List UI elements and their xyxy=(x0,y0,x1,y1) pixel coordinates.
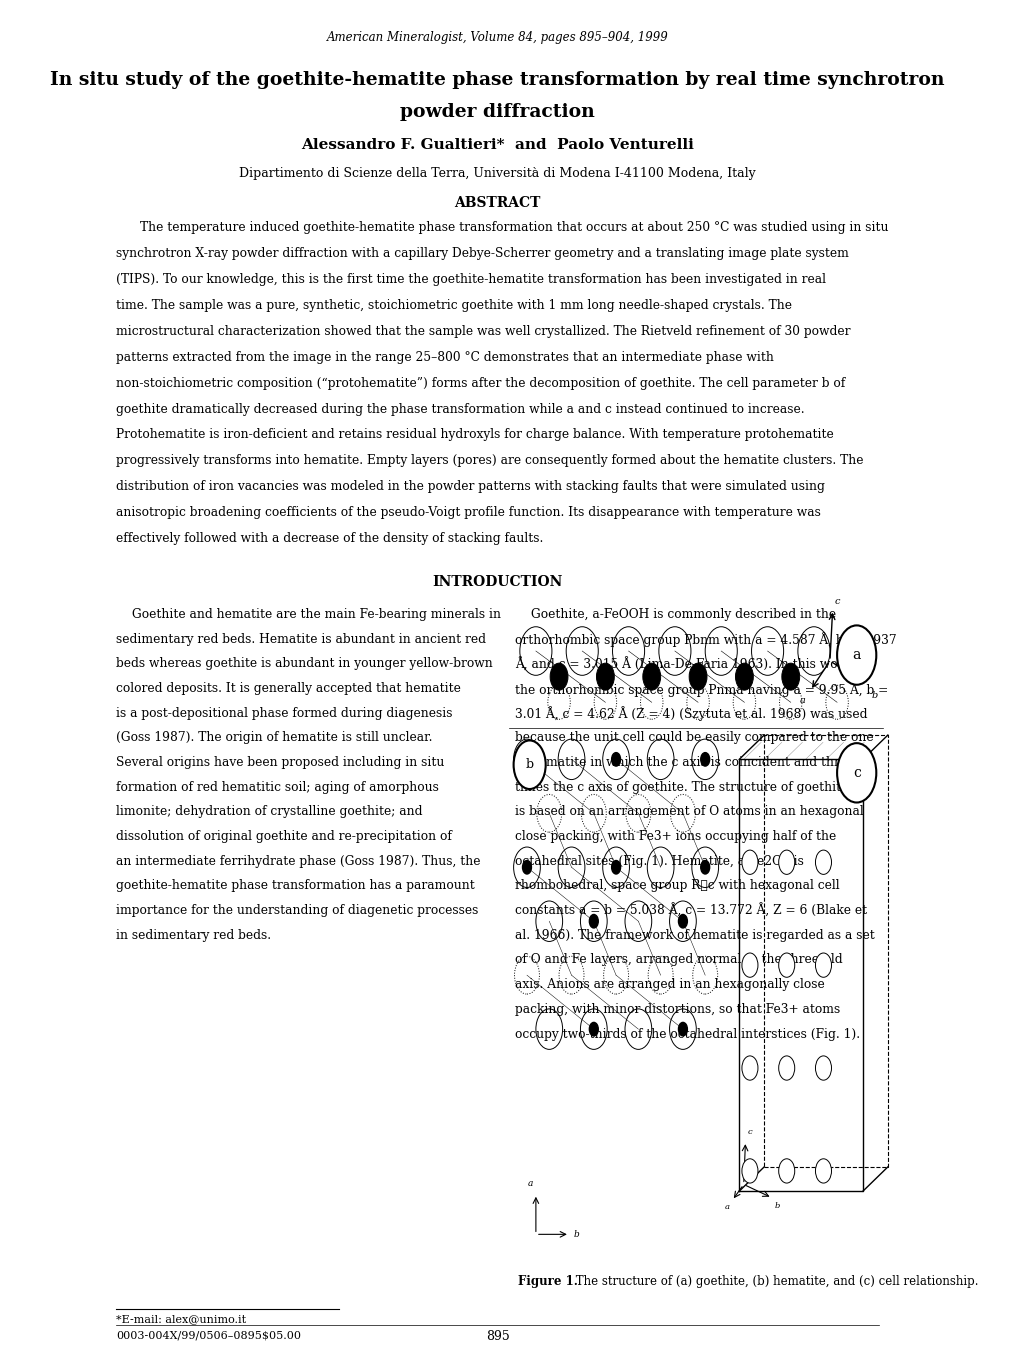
Text: of O and Fe layers, arranged normal to the threefold: of O and Fe layers, arranged normal to t… xyxy=(515,954,842,966)
Text: The temperature induced goethite-hematite phase transformation that occurs at ab: The temperature induced goethite-hematit… xyxy=(140,221,888,235)
Text: goethite dramatically decreased during the phase transformation while a and c in: goethite dramatically decreased during t… xyxy=(116,402,804,415)
Text: 0003-004X/99/0506–0895$05.00: 0003-004X/99/0506–0895$05.00 xyxy=(116,1330,301,1340)
Text: al. 1966). The framework of hematite is regarded as a set: al. 1966). The framework of hematite is … xyxy=(515,928,874,942)
Text: formation of red hematitic soil; aging of amorphous: formation of red hematitic soil; aging o… xyxy=(116,781,438,793)
Text: Figure 1.: Figure 1. xyxy=(518,1275,578,1288)
Circle shape xyxy=(642,664,660,691)
Text: beds whereas goethite is abundant in younger yellow-brown: beds whereas goethite is abundant in you… xyxy=(116,657,492,670)
Text: because the unit cell could be easily compared to the one: because the unit cell could be easily co… xyxy=(515,731,873,745)
Text: packing, with minor distortions, so that Fe3+ atoms: packing, with minor distortions, so that… xyxy=(515,1002,840,1016)
Text: Several origins have been proposed including in situ: Several origins have been proposed inclu… xyxy=(116,755,444,769)
Circle shape xyxy=(741,1056,757,1081)
Text: goethite-hematite phase transformation has a paramount: goethite-hematite phase transformation h… xyxy=(116,880,475,893)
Text: a: a xyxy=(527,1179,533,1188)
Text: (Goss 1987). The origin of hematite is still unclear.: (Goss 1987). The origin of hematite is s… xyxy=(116,731,432,745)
Text: anisotropic broadening coefficients of the pseudo-Voigt profile function. Its di: anisotropic broadening coefficients of t… xyxy=(116,506,820,519)
Text: (TIPS). To our knowledge, this is the first time the goethite-hematite transform: (TIPS). To our knowledge, this is the fi… xyxy=(116,272,825,286)
Text: Å, and c = 3.015 Å (Lima-De-Faria 1963). In this work,: Å, and c = 3.015 Å (Lima-De-Faria 1963).… xyxy=(515,657,854,672)
Text: progressively transforms into hematite. Empty layers (pores) are consequently fo: progressively transforms into hematite. … xyxy=(116,455,863,467)
Circle shape xyxy=(596,664,613,691)
Circle shape xyxy=(678,1023,687,1036)
Text: b: b xyxy=(871,691,877,700)
Circle shape xyxy=(782,664,799,691)
Text: orthorhombic space group Pbnm with a = 4.587 Å, b = 9.937: orthorhombic space group Pbnm with a = 4… xyxy=(515,633,896,648)
Circle shape xyxy=(741,850,757,874)
Text: *E-mail: alex@unimo.it: *E-mail: alex@unimo.it xyxy=(116,1314,246,1323)
Text: b: b xyxy=(525,758,533,772)
Text: is a post-depositional phase formed during diagenesis: is a post-depositional phase formed duri… xyxy=(116,707,452,719)
Text: times the c axis of goethite. The structure of goethite: times the c axis of goethite. The struct… xyxy=(515,781,848,793)
Circle shape xyxy=(814,850,830,874)
Text: In situ study of the goethite-hematite phase transformation by real time synchro: In situ study of the goethite-hematite p… xyxy=(50,71,944,89)
Text: Alessandro F. Gualtieri*  and  Paolo Venturelli: Alessandro F. Gualtieri* and Paolo Ventu… xyxy=(301,138,693,151)
Text: American Mineralogist, Volume 84, pages 895–904, 1999: American Mineralogist, Volume 84, pages … xyxy=(326,31,667,45)
Circle shape xyxy=(777,952,794,977)
Circle shape xyxy=(777,1159,794,1183)
Text: the orthorhombic space group Pnma having a = 9.95 Å, b =: the orthorhombic space group Pnma having… xyxy=(515,683,888,697)
Text: 3.01 Å, c = 4.62 Å (Z = 4) (Szytuta et al. 1968) was used: 3.01 Å, c = 4.62 Å (Z = 4) (Szytuta et a… xyxy=(515,707,867,722)
Text: INTRODUCTION: INTRODUCTION xyxy=(432,576,562,590)
Text: constants a = b = 5.038 Å, c = 13.772 Å, Z = 6 (Blake et: constants a = b = 5.038 Å, c = 13.772 Å,… xyxy=(515,904,867,919)
Circle shape xyxy=(777,850,794,874)
Text: a: a xyxy=(799,696,805,706)
Text: Goethite and hematite are the main Fe-bearing minerals in: Goethite and hematite are the main Fe-be… xyxy=(132,608,500,621)
Text: distribution of iron vacancies was modeled in the powder patterns with stacking : distribution of iron vacancies was model… xyxy=(116,480,824,494)
Circle shape xyxy=(689,664,706,691)
Circle shape xyxy=(741,952,757,977)
Text: octahedral sites (Fig. 1). Hematite, a-Fe2O3 is: octahedral sites (Fig. 1). Hematite, a-F… xyxy=(515,855,803,867)
Circle shape xyxy=(522,861,531,874)
Text: axis. Anions are arranged in an hexagonally close: axis. Anions are arranged in an hexagona… xyxy=(515,978,824,992)
Circle shape xyxy=(837,743,875,803)
Text: in sedimentary red beds.: in sedimentary red beds. xyxy=(116,928,271,942)
Circle shape xyxy=(814,1159,830,1183)
Text: importance for the understanding of diagenetic processes: importance for the understanding of diag… xyxy=(116,904,478,917)
Text: microstructural characterization showed that the sample was well crystallized. T: microstructural characterization showed … xyxy=(116,325,850,337)
Text: Goethite, a-FeOOH is commonly described in the: Goethite, a-FeOOH is commonly described … xyxy=(531,608,836,621)
Circle shape xyxy=(814,952,830,977)
Text: a: a xyxy=(723,1203,729,1211)
Text: powder diffraction: powder diffraction xyxy=(399,103,594,120)
Text: b: b xyxy=(774,1202,780,1210)
Circle shape xyxy=(678,915,687,928)
Text: Protohematite is iron-deficient and retains residual hydroxyls for charge balanc: Protohematite is iron-deficient and reta… xyxy=(116,429,834,441)
Circle shape xyxy=(589,1023,598,1036)
Text: limonite; dehydration of crystalline goethite; and: limonite; dehydration of crystalline goe… xyxy=(116,805,422,819)
Circle shape xyxy=(777,1056,794,1081)
Text: patterns extracted from the image in the range 25–800 °C demonstrates that an in: patterns extracted from the image in the… xyxy=(116,351,773,364)
Circle shape xyxy=(611,861,620,874)
Circle shape xyxy=(837,626,875,685)
Text: c: c xyxy=(747,1128,751,1136)
Circle shape xyxy=(514,741,545,789)
Text: c: c xyxy=(834,596,839,606)
Text: b: b xyxy=(573,1230,579,1238)
Text: of hematite in which the c axis is coincident and three: of hematite in which the c axis is coinc… xyxy=(515,755,854,769)
Text: colored deposits. It is generally accepted that hematite: colored deposits. It is generally accept… xyxy=(116,683,461,695)
Text: 895: 895 xyxy=(485,1330,508,1344)
Text: Dipartimento di Scienze della Terra, Università di Modena I-41100 Modena, Italy: Dipartimento di Scienze della Terra, Uni… xyxy=(239,167,755,181)
Circle shape xyxy=(589,915,598,928)
Text: rhombohedral, space group R͝c with hexagonal cell: rhombohedral, space group R͝c with hexag… xyxy=(515,880,840,893)
Text: effectively followed with a decrease of the density of stacking faults.: effectively followed with a decrease of … xyxy=(116,532,543,545)
Text: ABSTRACT: ABSTRACT xyxy=(453,196,540,209)
Text: The structure of (a) goethite, (b) hematite, and (c) cell relationship.: The structure of (a) goethite, (b) hemat… xyxy=(571,1275,977,1288)
Circle shape xyxy=(700,753,709,766)
Text: dissolution of original goethite and re-precipitation of: dissolution of original goethite and re-… xyxy=(116,830,451,843)
Text: occupy two-thirds of the octahedral interstices (Fig. 1).: occupy two-thirds of the octahedral inte… xyxy=(515,1028,860,1040)
Circle shape xyxy=(549,664,568,691)
Text: is based on an arrangement of O atoms in an hexagonal: is based on an arrangement of O atoms in… xyxy=(515,805,863,819)
Text: non-stoichiometric composition (“protohematite”) forms after the decomposition o: non-stoichiometric composition (“protohe… xyxy=(116,376,845,390)
Text: a: a xyxy=(852,648,860,662)
Circle shape xyxy=(741,1159,757,1183)
Circle shape xyxy=(814,1056,830,1081)
Text: synchrotron X-ray powder diffraction with a capillary Debye-Scherrer geometry an: synchrotron X-ray powder diffraction wit… xyxy=(116,247,848,260)
Circle shape xyxy=(522,753,531,766)
Text: an intermediate ferrihydrate phase (Goss 1987). Thus, the: an intermediate ferrihydrate phase (Goss… xyxy=(116,855,480,867)
Text: close packing, with Fe3+ ions occupying half of the: close packing, with Fe3+ ions occupying … xyxy=(515,830,836,843)
Circle shape xyxy=(735,664,753,691)
Text: sedimentary red beds. Hematite is abundant in ancient red: sedimentary red beds. Hematite is abunda… xyxy=(116,633,486,646)
Text: c: c xyxy=(852,766,860,780)
Circle shape xyxy=(700,861,709,874)
Circle shape xyxy=(611,753,620,766)
Text: time. The sample was a pure, synthetic, stoichiometric goethite with 1 mm long n: time. The sample was a pure, synthetic, … xyxy=(116,299,792,312)
